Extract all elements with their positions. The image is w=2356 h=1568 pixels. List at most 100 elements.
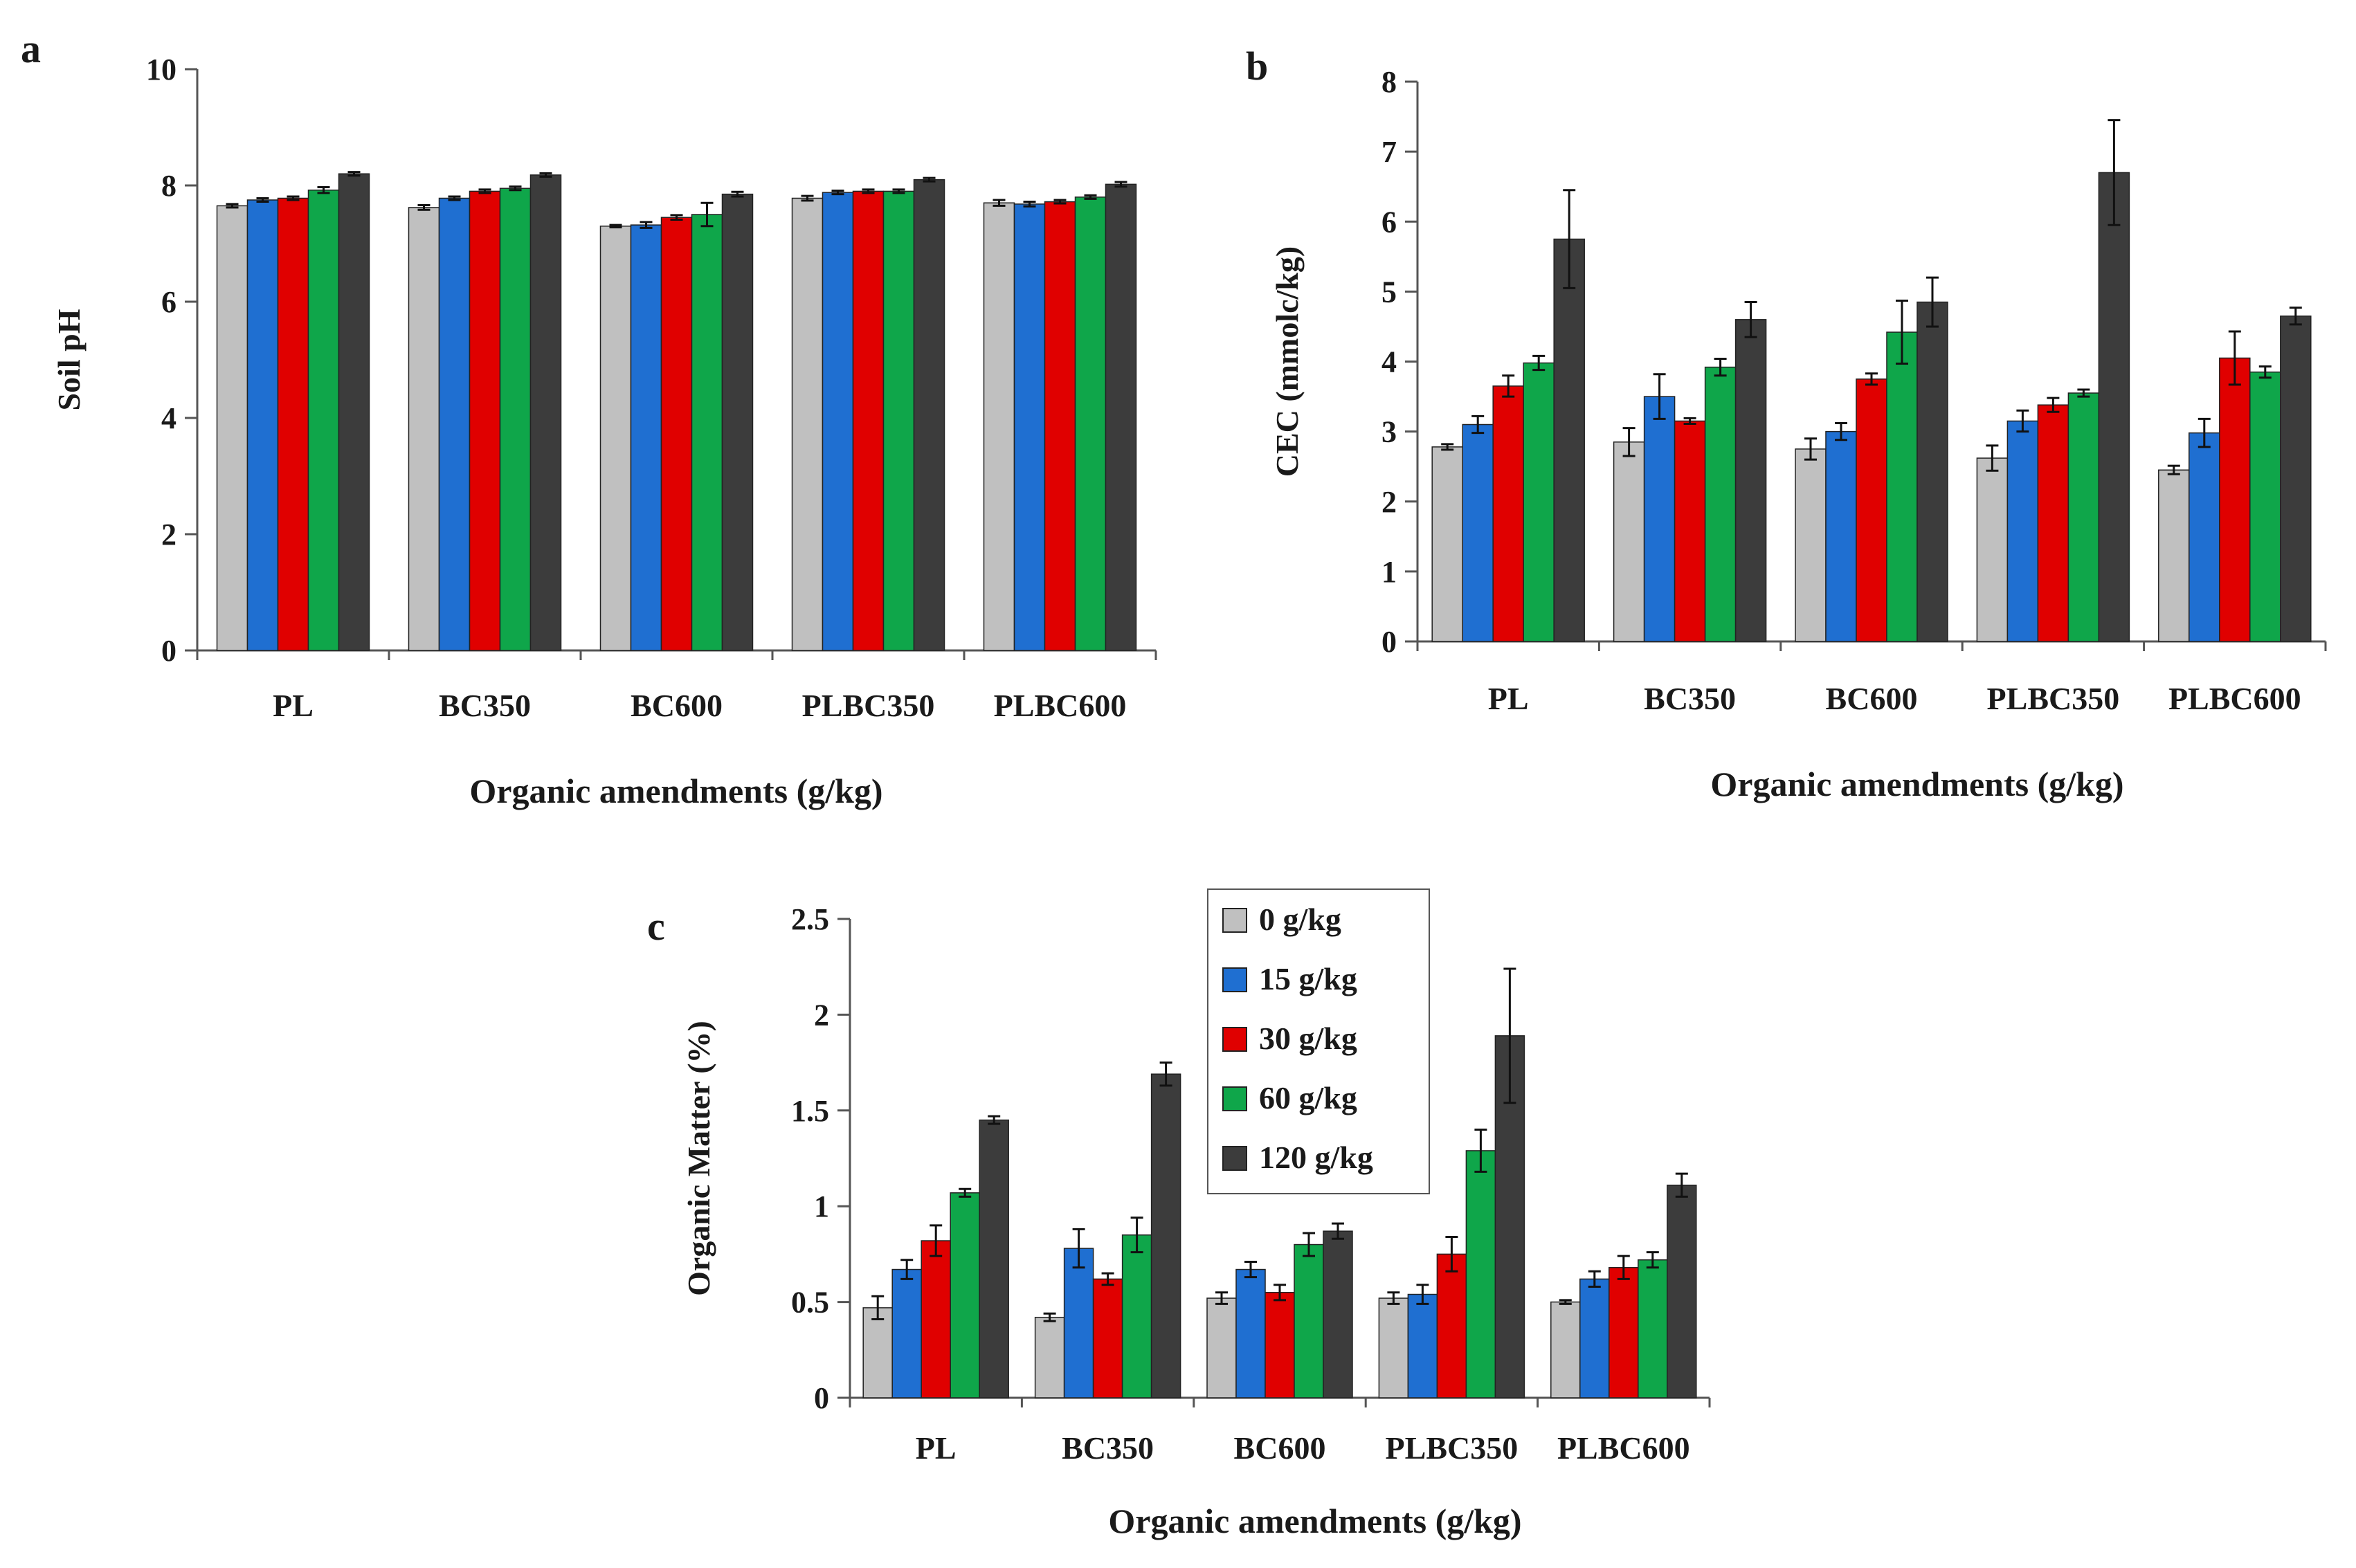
bar [2189, 432, 2220, 642]
bar [2249, 371, 2281, 642]
bar [721, 193, 754, 651]
bar [1886, 331, 1918, 642]
bar [1976, 457, 2009, 642]
y-tick-label: 0 [814, 1381, 829, 1415]
y-tick-label: 8 [1381, 65, 1397, 99]
bar [277, 197, 309, 651]
bar [891, 1268, 922, 1398]
bar [1667, 1185, 1697, 1398]
bar [246, 199, 279, 651]
panel-label: a [21, 26, 41, 71]
bar [852, 190, 885, 651]
bar [1235, 1268, 1266, 1398]
y-tick-label: 7 [1381, 135, 1397, 169]
bar [1795, 448, 1827, 642]
bar [438, 197, 471, 651]
category-label: PL [916, 1430, 957, 1466]
bar [862, 1307, 893, 1398]
category-label: PLBC600 [994, 688, 1127, 723]
bar [1150, 1073, 1181, 1398]
y-tick-label: 6 [1381, 205, 1397, 239]
y-tick-label: 6 [161, 285, 176, 319]
y-axis-title: Soil pH [51, 309, 87, 410]
category-label: PL [273, 688, 314, 723]
bar [1206, 1297, 1237, 1398]
bar [338, 173, 370, 651]
y-tick-label: 0.5 [791, 1286, 829, 1320]
bar [2158, 469, 2190, 642]
panel-label: c [647, 904, 665, 949]
y-axis-title: CEC (mmolc/kg) [1269, 246, 1305, 477]
y-tick-label: 10 [146, 53, 176, 86]
category-label: PLBC350 [802, 688, 935, 723]
y-tick-label: 8 [161, 169, 176, 203]
bar [1553, 238, 1585, 642]
category-label: BC600 [1826, 681, 1918, 716]
category-label: PLBC350 [1386, 1430, 1519, 1466]
bar [1638, 1259, 1668, 1398]
bar [660, 217, 693, 651]
bar [1323, 1230, 1353, 1398]
bar [2067, 392, 2100, 642]
category-label: BC350 [1062, 1430, 1154, 1466]
bar [469, 190, 501, 651]
bar [1462, 423, 1494, 642]
bar [1613, 441, 1645, 642]
y-axis-title: Organic Matter (%) [681, 1021, 716, 1296]
bar [1294, 1243, 1324, 1398]
y-tick-label: 3 [1381, 415, 1397, 449]
y-tick-label: 2 [1381, 485, 1397, 519]
panel-label: b [1246, 44, 1268, 89]
bar [2280, 316, 2312, 642]
x-axis-title: Organic amendments (g/kg) [469, 772, 882, 810]
legend: 0 g/kg 15 g/kg 30 g/kg 60 g/kg 120 g/kg [1207, 888, 1430, 1194]
legend-swatch [1222, 967, 1247, 992]
chart-panel-c: c00.511.522.5PL BC350 BC600 PLBC350 PLBC600O… [647, 902, 1711, 1540]
bar [822, 192, 854, 651]
bar [1492, 385, 1524, 642]
bar [1916, 301, 1948, 642]
legend-swatch [1222, 908, 1247, 933]
legend-swatch [1222, 1086, 1247, 1111]
bar [630, 224, 662, 651]
y-tick-label: 4 [161, 401, 176, 435]
bar [2037, 404, 2069, 642]
y-tick-label: 0 [1381, 625, 1397, 659]
bar [1074, 197, 1107, 651]
bar [791, 197, 824, 651]
bar [1609, 1267, 1639, 1398]
bar [1063, 1248, 1094, 1398]
bar [1856, 379, 1887, 642]
y-tick-label: 1 [814, 1189, 829, 1223]
bar [691, 214, 723, 651]
y-tick-label: 1.5 [791, 1094, 829, 1128]
bar [1550, 1301, 1581, 1398]
bar [1407, 1293, 1438, 1398]
legend-entry-label: 30 g/kg [1259, 1021, 1357, 1056]
category-label: PLBC350 [1987, 681, 2120, 716]
bar [529, 174, 562, 651]
bar [1674, 420, 1706, 642]
bar [1436, 1253, 1467, 1398]
bar [1523, 362, 1555, 642]
bar [307, 189, 340, 651]
category-label: PLBC600 [1557, 1430, 1690, 1466]
bar [599, 226, 632, 651]
legend-entry-label: 60 g/kg [1259, 1080, 1357, 1115]
bar [979, 1119, 1009, 1398]
y-tick-label: 1 [1381, 555, 1397, 589]
category-label: BC350 [439, 688, 531, 723]
bar [1034, 1316, 1065, 1398]
bar [1431, 446, 1463, 642]
bar [1265, 1292, 1295, 1398]
y-tick-label: 2 [814, 998, 829, 1032]
bar [882, 190, 915, 651]
legend-entry-label: 15 g/kg [1259, 961, 1357, 996]
bar [1465, 1150, 1496, 1398]
legend-entry-label: 0 g/kg [1259, 902, 1341, 937]
bar [1378, 1297, 1409, 1398]
x-axis-title: Organic amendments (g/kg) [1710, 765, 2123, 803]
